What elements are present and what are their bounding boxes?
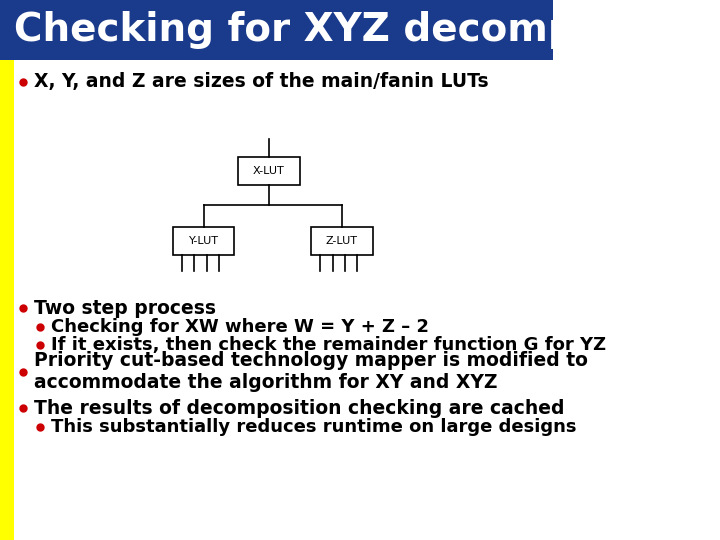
Text: Y-LUT: Y-LUT bbox=[189, 236, 219, 246]
Bar bbox=[14, 60, 553, 540]
Text: This substantially reduces runtime on large designs: This substantially reduces runtime on la… bbox=[50, 418, 576, 436]
Text: Two step process: Two step process bbox=[34, 299, 216, 318]
Bar bbox=[311, 227, 373, 255]
Bar bbox=[173, 227, 235, 255]
Text: The results of decomposition checking are cached: The results of decomposition checking ar… bbox=[34, 399, 564, 417]
Bar bbox=[0, 60, 14, 540]
Text: X-LUT: X-LUT bbox=[253, 166, 285, 176]
Text: Z-LUT: Z-LUT bbox=[326, 236, 358, 246]
Text: X, Y, and Z are sizes of the main/fanin LUTs: X, Y, and Z are sizes of the main/fanin … bbox=[34, 72, 488, 91]
Text: Priority cut-based technology mapper is modified to
accommodate the algorithm fo: Priority cut-based technology mapper is … bbox=[34, 352, 588, 393]
Bar bbox=[0, 0, 553, 60]
Text: If it exists, then check the remainder function G for YZ: If it exists, then check the remainder f… bbox=[50, 336, 606, 354]
Bar bbox=[238, 157, 300, 185]
Text: Checking for XW where W = Y + Z – 2: Checking for XW where W = Y + Z – 2 bbox=[50, 318, 428, 336]
Text: Checking for XYZ decomposition: Checking for XYZ decomposition bbox=[14, 11, 720, 49]
